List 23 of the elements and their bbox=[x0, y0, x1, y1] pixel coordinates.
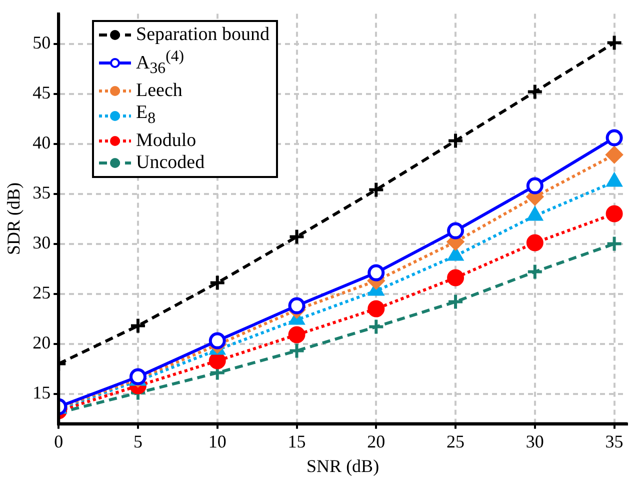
x-tick-label: 5 bbox=[133, 431, 142, 452]
x-tick-label: 20 bbox=[367, 431, 386, 452]
legend-label: E$_{8}$ bbox=[136, 102, 156, 129]
y-tick-label: 45 bbox=[32, 82, 51, 103]
y-tick-label: 30 bbox=[32, 232, 51, 253]
legend-label: Separation bound bbox=[136, 24, 270, 46]
x-tick-label: 25 bbox=[446, 431, 465, 452]
y-tick-label: 50 bbox=[32, 32, 51, 53]
x-tick-label: 30 bbox=[526, 431, 544, 452]
y-axis-title: SDR (dB) bbox=[4, 182, 24, 256]
x-tick-label: 15 bbox=[288, 431, 306, 452]
x-tick-label: 0 bbox=[54, 431, 64, 452]
y-tick-label: 15 bbox=[32, 382, 51, 403]
y-tick-label: 20 bbox=[32, 332, 51, 353]
legend-label: Uncoded bbox=[136, 152, 205, 174]
x-tick-label: 10 bbox=[208, 431, 226, 452]
x-axis-title: SNR (dB) bbox=[306, 456, 380, 476]
y-tick-label: 25 bbox=[32, 282, 51, 303]
legend-label: Modulo bbox=[136, 130, 196, 152]
y-tick-label: 40 bbox=[32, 132, 51, 153]
x-tick-label: 35 bbox=[605, 431, 624, 452]
legend-label: Leech bbox=[136, 80, 182, 102]
y-tick-label: 35 bbox=[32, 182, 51, 203]
